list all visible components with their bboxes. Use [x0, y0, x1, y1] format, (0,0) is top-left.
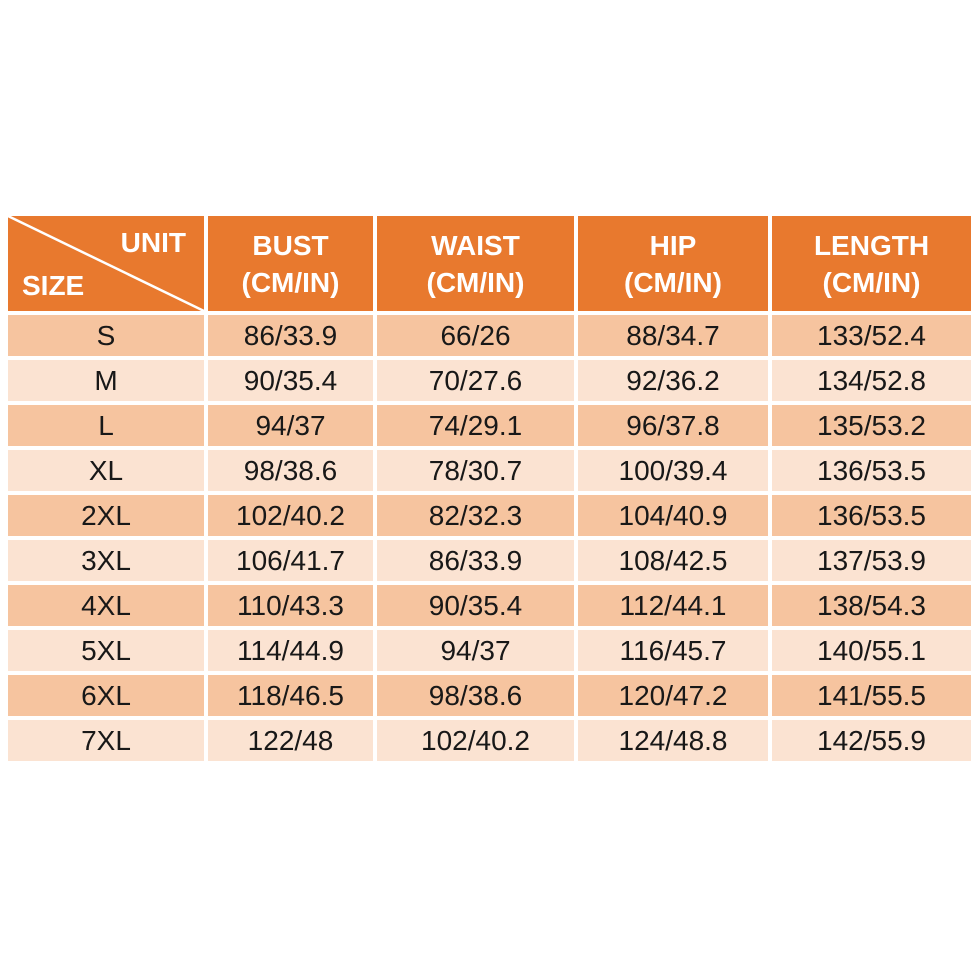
corner-cell: UNIT SIZE [8, 216, 208, 315]
length-cell: 141/55.5 [772, 675, 975, 720]
column-header-length-title: LENGTH [813, 229, 930, 261]
size-cell: 5XL [8, 630, 208, 675]
bust-cell: 118/46.5 [208, 675, 377, 720]
diagonal-divider-line [8, 216, 204, 311]
waist-cell: 86/33.9 [377, 540, 578, 585]
hip-cell: 88/34.7 [578, 315, 772, 360]
waist-cell: 90/35.4 [377, 585, 578, 630]
bust-cell: 106/41.7 [208, 540, 377, 585]
size-cell: M [8, 360, 208, 405]
waist-cell: 78/30.7 [377, 450, 578, 495]
waist-cell: 66/26 [377, 315, 578, 360]
waist-cell: 102/40.2 [377, 720, 578, 765]
table-row-2xl: 2XL 102/40.2 82/32.3 104/40.9 136/53.5 [8, 495, 975, 540]
table-row-5xl: 5XL 114/44.9 94/37 116/45.7 140/55.1 [8, 630, 975, 675]
size-cell: L [8, 405, 208, 450]
length-cell: 137/53.9 [772, 540, 975, 585]
bust-cell: 114/44.9 [208, 630, 377, 675]
table-row-3xl: 3XL 106/41.7 86/33.9 108/42.5 137/53.9 [8, 540, 975, 585]
waist-cell: 98/38.6 [377, 675, 578, 720]
length-cell: 133/52.4 [772, 315, 975, 360]
column-header-waist-title: WAIST [431, 229, 520, 261]
header-row: UNIT SIZE BUST (CM/IN) WAIST (CM/IN) HIP… [8, 216, 975, 315]
table-row-l: L 94/37 74/29.1 96/37.8 135/53.2 [8, 405, 975, 450]
table-row-4xl: 4XL 110/43.3 90/35.4 112/44.1 138/54.3 [8, 585, 975, 630]
column-header-bust: BUST (CM/IN) [208, 216, 377, 315]
size-cell: 2XL [8, 495, 208, 540]
table-row-m: M 90/35.4 70/27.6 92/36.2 134/52.8 [8, 360, 975, 405]
hip-cell: 116/45.7 [578, 630, 772, 675]
column-header-waist: WAIST (CM/IN) [377, 216, 578, 315]
column-header-length-units: (CM/IN) [822, 266, 921, 298]
size-cell: XL [8, 450, 208, 495]
size-cell: 6XL [8, 675, 208, 720]
waist-cell: 82/32.3 [377, 495, 578, 540]
table-row-7xl: 7XL 122/48 102/40.2 124/48.8 142/55.9 [8, 720, 975, 765]
length-cell: 134/52.8 [772, 360, 975, 405]
waist-cell: 70/27.6 [377, 360, 578, 405]
column-header-waist-units: (CM/IN) [426, 266, 525, 298]
corner-size-label: SIZE [22, 270, 85, 301]
size-cell: 3XL [8, 540, 208, 585]
size-cell: 7XL [8, 720, 208, 765]
length-cell: 142/55.9 [772, 720, 975, 765]
size-cell: 4XL [8, 585, 208, 630]
waist-cell: 94/37 [377, 630, 578, 675]
bust-cell: 98/38.6 [208, 450, 377, 495]
table-row-s: S 86/33.9 66/26 88/34.7 133/52.4 [8, 315, 975, 360]
hip-cell: 92/36.2 [578, 360, 772, 405]
column-header-hip-title: HIP [649, 229, 697, 261]
corner-unit-label: UNIT [120, 227, 186, 258]
column-header-length: LENGTH (CM/IN) [772, 216, 975, 315]
table-row-xl: XL 98/38.6 78/30.7 100/39.4 136/53.5 [8, 450, 975, 495]
size-cell: S [8, 315, 208, 360]
length-cell: 136/53.5 [772, 450, 975, 495]
bust-cell: 90/35.4 [208, 360, 377, 405]
table-row-6xl: 6XL 118/46.5 98/38.6 120/47.2 141/55.5 [8, 675, 975, 720]
hip-cell: 108/42.5 [578, 540, 772, 585]
column-header-hip: HIP (CM/IN) [578, 216, 772, 315]
bust-cell: 94/37 [208, 405, 377, 450]
bust-cell: 122/48 [208, 720, 377, 765]
hip-cell: 112/44.1 [578, 585, 772, 630]
column-header-bust-units: (CM/IN) [241, 266, 340, 298]
size-chart-table: UNIT SIZE BUST (CM/IN) WAIST (CM/IN) HIP… [8, 216, 975, 765]
length-cell: 135/53.2 [772, 405, 975, 450]
length-cell: 138/54.3 [772, 585, 975, 630]
bust-cell: 102/40.2 [208, 495, 377, 540]
column-header-hip-units: (CM/IN) [624, 266, 722, 298]
hip-cell: 96/37.8 [578, 405, 772, 450]
hip-cell: 104/40.9 [578, 495, 772, 540]
hip-cell: 124/48.8 [578, 720, 772, 765]
bust-cell: 110/43.3 [208, 585, 377, 630]
length-cell: 136/53.5 [772, 495, 975, 540]
bust-cell: 86/33.9 [208, 315, 377, 360]
hip-cell: 120/47.2 [578, 675, 772, 720]
waist-cell: 74/29.1 [377, 405, 578, 450]
length-cell: 140/55.1 [772, 630, 975, 675]
column-header-bust-title: BUST [252, 229, 329, 261]
hip-cell: 100/39.4 [578, 450, 772, 495]
